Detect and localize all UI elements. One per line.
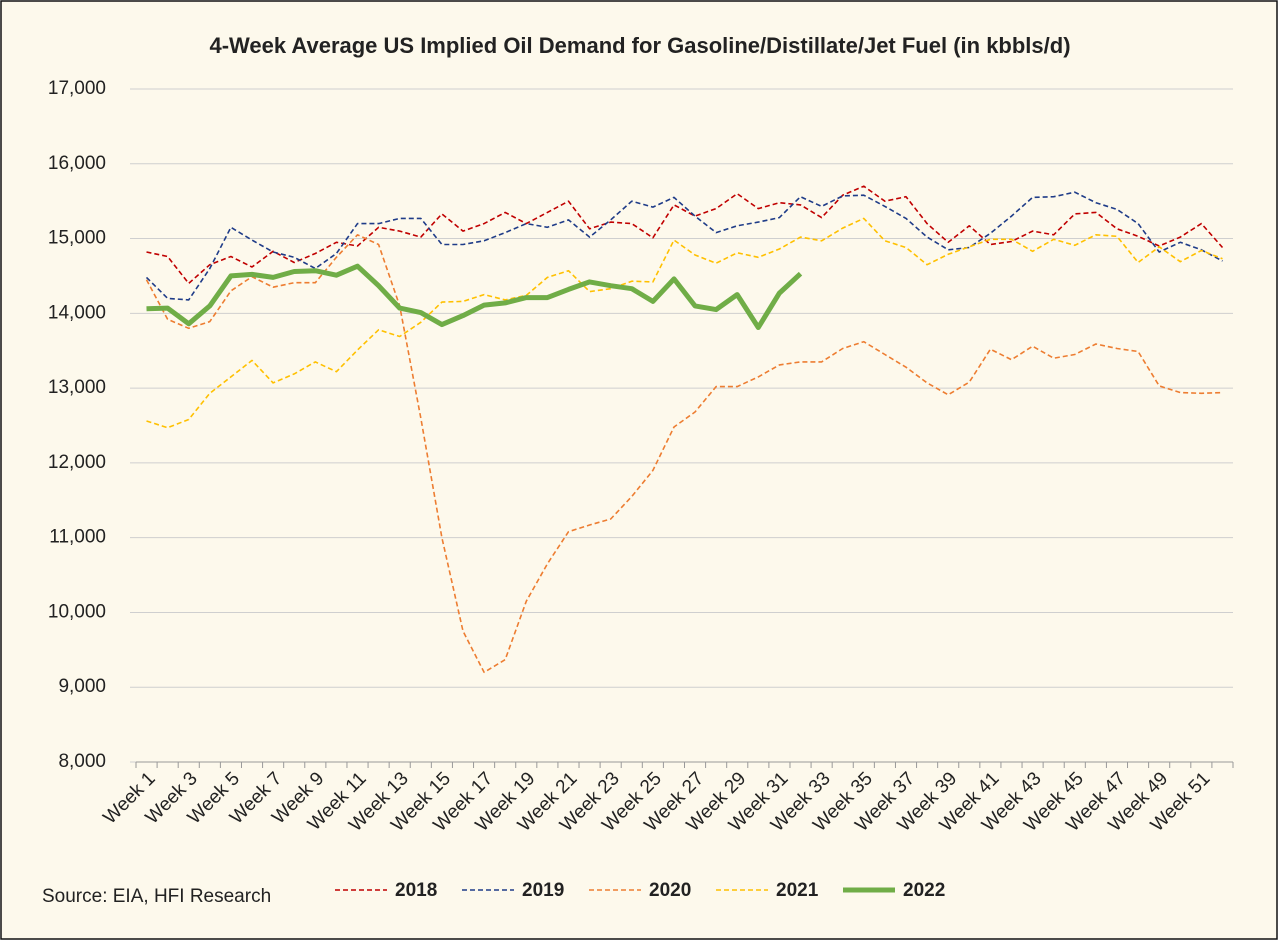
y-tick-label: 16,000 xyxy=(48,153,106,174)
y-tick-label: 11,000 xyxy=(49,527,106,548)
y-tick-label: 12,000 xyxy=(48,452,106,473)
y-tick-label: 10,000 xyxy=(48,601,106,622)
chart-title: 4-Week Average US Implied Oil Demand for… xyxy=(209,33,1070,58)
series-line xyxy=(145,191,1223,301)
y-tick-label: 13,000 xyxy=(48,377,106,398)
legend-label: 2022 xyxy=(903,880,945,901)
legend-label: 2019 xyxy=(522,880,564,901)
series-line xyxy=(146,263,803,330)
y-tick-label: 14,000 xyxy=(48,302,106,323)
series-line xyxy=(145,234,1223,674)
series-line xyxy=(146,217,1223,429)
source-note: Source: EIA, HFI Research xyxy=(42,886,271,907)
legend-label: 2020 xyxy=(649,880,691,901)
y-tick-label: 8,000 xyxy=(58,751,106,772)
series-line xyxy=(146,185,1224,285)
legend-label: 2021 xyxy=(776,880,819,901)
y-tick-label: 9,000 xyxy=(58,676,106,697)
legend-label: 2018 xyxy=(395,880,437,901)
y-tick-label: 15,000 xyxy=(48,228,106,249)
y-tick-label: 17,000 xyxy=(48,78,106,99)
